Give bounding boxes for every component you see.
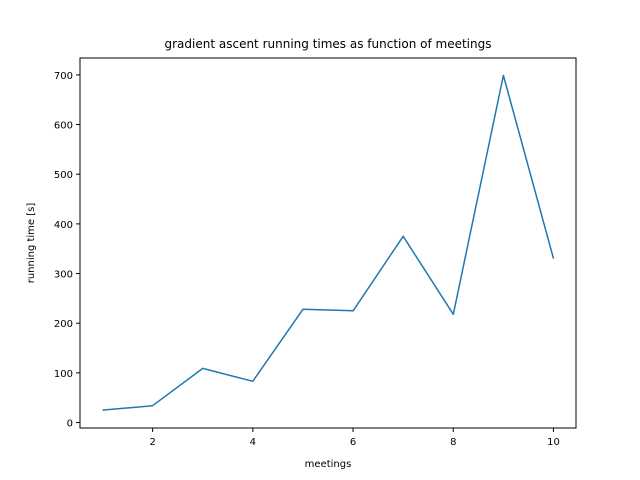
y-tick-label: 700 — [54, 71, 73, 82]
x-tick-label: 4 — [250, 437, 256, 448]
plot-area-frame — [79, 57, 577, 429]
y-tick-label: 100 — [54, 369, 73, 380]
x-tick-label: 6 — [350, 437, 356, 448]
y-axis-label: running time [s] — [26, 203, 37, 284]
y-tick-label: 300 — [54, 270, 73, 281]
series-layer — [102, 74, 555, 411]
x-tick-label: 8 — [450, 437, 456, 448]
y-tick-label: 600 — [54, 121, 73, 132]
x-tick-label: 10 — [547, 437, 560, 448]
series-line — [102, 74, 555, 411]
x-tick-label: 2 — [149, 437, 155, 448]
y-tick-label: 0 — [67, 419, 73, 430]
x-axis-label: meetings — [305, 459, 352, 470]
y-tick-label: 200 — [54, 319, 73, 330]
y-tick-label: 500 — [54, 170, 73, 181]
chart-title: gradient ascent running times as functio… — [165, 37, 492, 51]
y-tick-label: 400 — [54, 220, 73, 231]
